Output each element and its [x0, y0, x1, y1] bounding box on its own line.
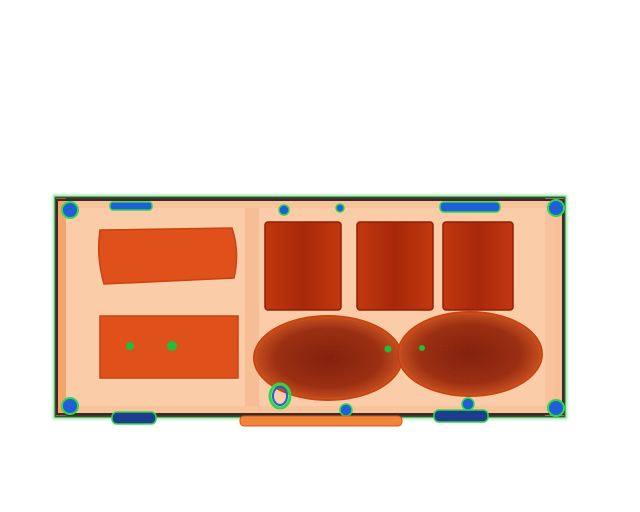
round-masses: [253, 311, 543, 401]
handle-loop-core: [272, 386, 288, 406]
dense-dot: [167, 341, 177, 351]
handle-bottom: [239, 415, 403, 427]
corner-rivet: [61, 201, 79, 219]
top-hinge: [335, 203, 345, 213]
top-latch: [109, 201, 153, 211]
mass-texture: [400, 314, 540, 394]
dense-dot: [419, 345, 425, 351]
corner-rivet: [61, 397, 79, 415]
wheel: [433, 409, 489, 423]
mass-texture: [256, 318, 400, 398]
top-latch: [439, 201, 501, 213]
canister: [264, 221, 342, 311]
top-hinge: [278, 204, 290, 216]
corner-rivet: [547, 399, 565, 417]
canister: [442, 221, 514, 311]
frame-dark-line: [56, 199, 564, 415]
wheel: [111, 411, 157, 425]
bottom-hinge: [461, 397, 475, 411]
dense-dot: [384, 345, 392, 353]
corner-rivet: [547, 199, 565, 217]
handle-loop: [268, 382, 292, 410]
divider-strip: [245, 208, 259, 406]
upper-left-block: [97, 227, 238, 285]
case-hardware: [61, 199, 565, 425]
canister: [356, 221, 434, 311]
left-edge-tint: [56, 198, 66, 416]
bottom-hinge: [339, 403, 353, 417]
right-edge-tint: [545, 198, 564, 416]
dense-dot: [126, 342, 134, 350]
